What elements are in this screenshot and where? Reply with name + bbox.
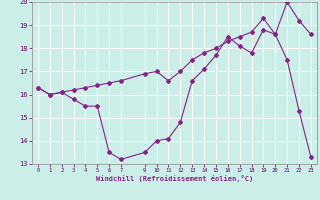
X-axis label: Windchill (Refroidissement éolien,°C): Windchill (Refroidissement éolien,°C) xyxy=(96,175,253,182)
